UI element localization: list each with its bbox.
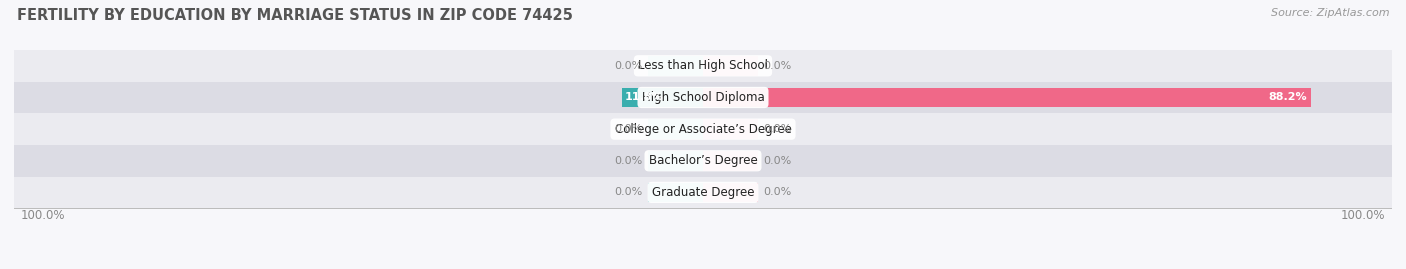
Bar [703, 119, 758, 139]
Text: 100.0%: 100.0% [21, 209, 66, 222]
Text: 0.0%: 0.0% [763, 187, 792, 197]
Bar [648, 56, 703, 76]
Text: 0.0%: 0.0% [614, 156, 643, 166]
Text: Source: ZipAtlas.com: Source: ZipAtlas.com [1271, 8, 1389, 18]
Text: 0.0%: 0.0% [614, 187, 643, 197]
Bar [14, 82, 1392, 113]
Bar [621, 88, 703, 107]
Bar [703, 88, 1310, 107]
Text: FERTILITY BY EDUCATION BY MARRIAGE STATUS IN ZIP CODE 74425: FERTILITY BY EDUCATION BY MARRIAGE STATU… [17, 8, 572, 23]
Text: 0.0%: 0.0% [763, 124, 792, 134]
Text: College or Associate’s Degree: College or Associate’s Degree [614, 123, 792, 136]
Bar [14, 145, 1392, 176]
Text: 11.8%: 11.8% [626, 93, 664, 102]
Text: Graduate Degree: Graduate Degree [652, 186, 754, 199]
Bar [648, 151, 703, 171]
Text: Less than High School: Less than High School [638, 59, 768, 72]
Text: 0.0%: 0.0% [763, 61, 792, 71]
Text: 0.0%: 0.0% [614, 124, 643, 134]
Text: 100.0%: 100.0% [1340, 209, 1385, 222]
Bar [703, 151, 758, 171]
Bar [14, 113, 1392, 145]
Bar [648, 183, 703, 202]
Bar [703, 56, 758, 76]
Bar [648, 119, 703, 139]
Bar [703, 183, 758, 202]
Bar [14, 50, 1392, 82]
Text: 0.0%: 0.0% [763, 156, 792, 166]
Text: 0.0%: 0.0% [614, 61, 643, 71]
Text: High School Diploma: High School Diploma [641, 91, 765, 104]
Text: 88.2%: 88.2% [1268, 93, 1308, 102]
Bar [14, 176, 1392, 208]
Text: Bachelor’s Degree: Bachelor’s Degree [648, 154, 758, 167]
